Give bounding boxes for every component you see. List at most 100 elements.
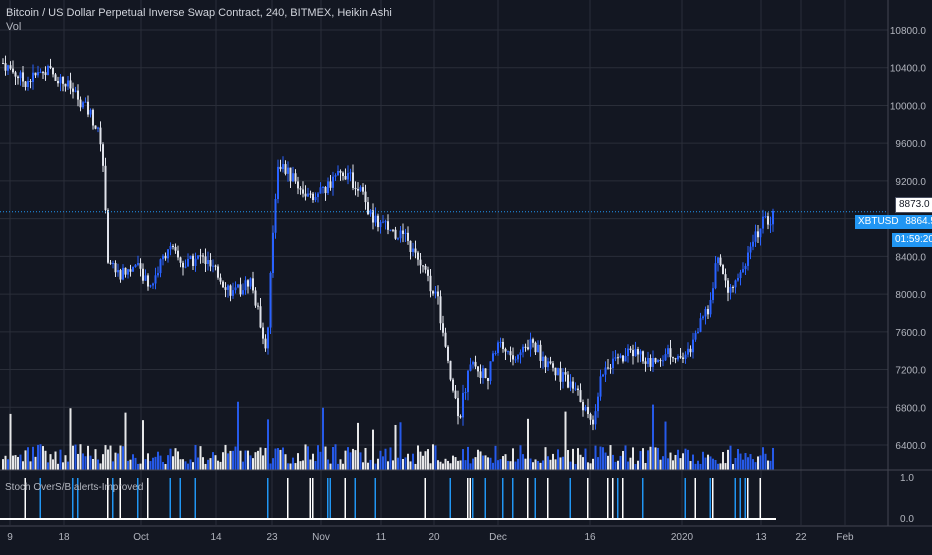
indicator-name[interactable]: Stoch OverS/B alerts-Improved [5,482,144,493]
stoch-spike [712,478,714,520]
candle-body [19,72,22,79]
candle-body [142,268,144,281]
volume-bar [207,459,209,470]
volume-bar [617,460,619,470]
volume-bar [437,460,439,470]
candle-body [189,255,192,259]
volume-bar [739,453,742,470]
candle-body [557,368,559,376]
stoch-spike [374,478,376,520]
volume-bar [657,447,659,470]
candle-body [229,285,232,296]
x-tick-label: 2020 [671,532,694,543]
x-tick-label: Dec [489,532,507,543]
volume-bar [422,455,424,470]
volume-bar [164,463,167,470]
candle-body [99,127,102,145]
volume-bar [77,453,79,470]
volume-bar [467,446,469,470]
volume-bar [627,461,629,470]
candle-body [702,316,704,319]
candle-body [369,210,372,215]
candle-body [564,372,567,375]
candle-body [669,348,672,358]
volume-bar [179,459,182,470]
volume-bar [664,421,667,470]
last-price-value: 8873.0 [899,199,930,210]
candle-body [542,356,544,361]
volume-bar [472,458,474,470]
candle-body [604,367,607,375]
candle-body [334,175,337,177]
volume-label[interactable]: Vol [6,21,22,33]
candle-body [512,355,514,360]
x-tick-label: 22 [795,532,807,543]
volume-bar [752,459,754,470]
volume-bar [84,456,87,470]
volume-bar [459,460,462,470]
volume-bar [669,452,672,470]
volume-bar [584,448,587,470]
volume-bar [82,453,84,470]
volume-bar [409,461,412,470]
volume-bar [462,449,464,470]
volume-bar [647,450,649,470]
candle-body [37,72,39,76]
candle-body [462,392,464,418]
candle-body [347,173,349,180]
volume-bar [449,463,452,470]
volume-bar [89,455,92,470]
candle-body [404,232,407,234]
volume-bar [494,445,497,470]
volume-bar [122,446,124,470]
stoch-spike [24,478,26,520]
y-tick-label: 7600.0 [895,328,926,339]
volume-bar [97,459,99,470]
stoch-spike [617,478,619,520]
volume-bar [744,453,747,470]
candle-body [224,287,227,290]
candle-body [312,193,314,201]
candle-body [387,221,389,230]
volume-bar [184,461,187,470]
volume-bar [214,455,217,470]
candle-body [119,270,122,280]
x-tick-label: Nov [312,532,330,543]
candle-body [684,354,687,359]
volume-bar [497,460,499,470]
stoch-spike [312,478,314,520]
symbol-title[interactable]: Bitcoin / US Dollar Perpetual Inverse Sw… [6,7,392,19]
candle-body [617,357,619,359]
volume-bar [182,459,184,470]
volume-bar [244,450,247,470]
stoch-spike [72,478,74,520]
volume-bar [562,456,564,470]
candle-body [342,172,344,177]
candle-body [299,188,302,190]
candle-body [379,222,382,228]
volume-bar [267,419,269,470]
volume-bar [72,445,74,470]
volume-bar [524,458,527,470]
candle-body [692,339,694,353]
volume-bar [127,460,129,470]
volume-bar [544,447,547,470]
candle-body [364,191,367,203]
candle-body [352,172,354,188]
candle-body [757,231,759,238]
candle-body [267,327,269,349]
volume-bar [364,447,367,470]
volume-bar [464,460,467,470]
volume-bar [322,407,324,470]
volume-bar [734,457,737,470]
candle-body [479,371,482,378]
volume-bar [297,453,299,470]
last-price-badge: 8873.0 [895,197,932,213]
candle-body [712,288,714,300]
candle-body [157,273,159,276]
volume-bar [439,461,442,470]
volume-bar [442,463,444,470]
stoch-spike [547,478,549,520]
